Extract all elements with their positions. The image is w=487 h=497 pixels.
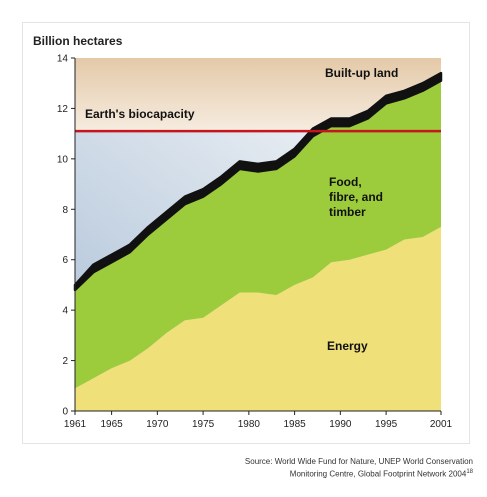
- biocapacity-label: Earth's biocapacity: [85, 107, 195, 121]
- y-axis-label: Billion hectares: [33, 34, 123, 48]
- food-label-line-3: timber: [329, 205, 366, 219]
- food-fibre-timber-label: Food, fibre, and timber: [329, 175, 386, 219]
- y-tick-label-12: 12: [57, 104, 69, 115]
- y-tick-label-14: 14: [57, 54, 69, 65]
- y-tick-label-8: 8: [62, 205, 68, 216]
- food-label-line-2: fibre, and: [329, 190, 383, 204]
- x-tick-label-1995: 1995: [375, 419, 398, 430]
- x-tick-label-1965: 1965: [100, 419, 123, 430]
- x-tick-label-1990: 1990: [329, 419, 352, 430]
- x-tick-label-1975: 1975: [192, 419, 215, 430]
- built-up-land-label: Built-up land: [325, 66, 398, 80]
- y-tick-label-4: 4: [62, 306, 68, 317]
- y-tick-label-6: 6: [62, 255, 68, 266]
- x-tick-label-1980: 1980: [238, 419, 261, 430]
- source-line-2-text: Monitoring Centre, Global Footprint Netw…: [289, 469, 467, 479]
- y-tick-label-2: 2: [62, 356, 68, 367]
- x-tick-label-1961: 1961: [64, 419, 87, 430]
- energy-label: Energy: [327, 339, 368, 353]
- y-tick-label-0: 0: [62, 407, 68, 418]
- source-note: 18: [466, 469, 473, 475]
- x-tick-label-1970: 1970: [146, 419, 169, 430]
- x-tick-label-2001: 2001: [430, 419, 453, 430]
- y-tick-label-10: 10: [57, 154, 69, 165]
- source-credit: Source: World Wide Fund for Nature, UNEP…: [133, 456, 473, 480]
- source-line-1: Source: World Wide Fund for Nature, UNEP…: [244, 457, 473, 466]
- x-tick-label-1985: 1985: [283, 419, 306, 430]
- area-built-up-land: [73, 71, 443, 292]
- axis-layer: 0 2 4 6 8 10 12 14 1961 1965 1970 1975 1980 1985 1990 1…: [57, 54, 453, 431]
- area-food-fibre-and-timber: [75, 80, 441, 389]
- area-energy: [75, 226, 441, 411]
- chart-frame: 0 2 4 6 8 10 12 14 1961 1965 1970 1975 1980 1985 1990 1…: [22, 22, 470, 444]
- footprint-area-chart: 0 2 4 6 8 10 12 14 1961 1965 1970 1975 1980 1985 1990 1…: [33, 34, 453, 431]
- area-layer: [73, 71, 443, 411]
- source-line-2: Monitoring Centre, Global Footprint Netw…: [133, 467, 473, 480]
- food-label-line-1: Food,: [329, 175, 362, 189]
